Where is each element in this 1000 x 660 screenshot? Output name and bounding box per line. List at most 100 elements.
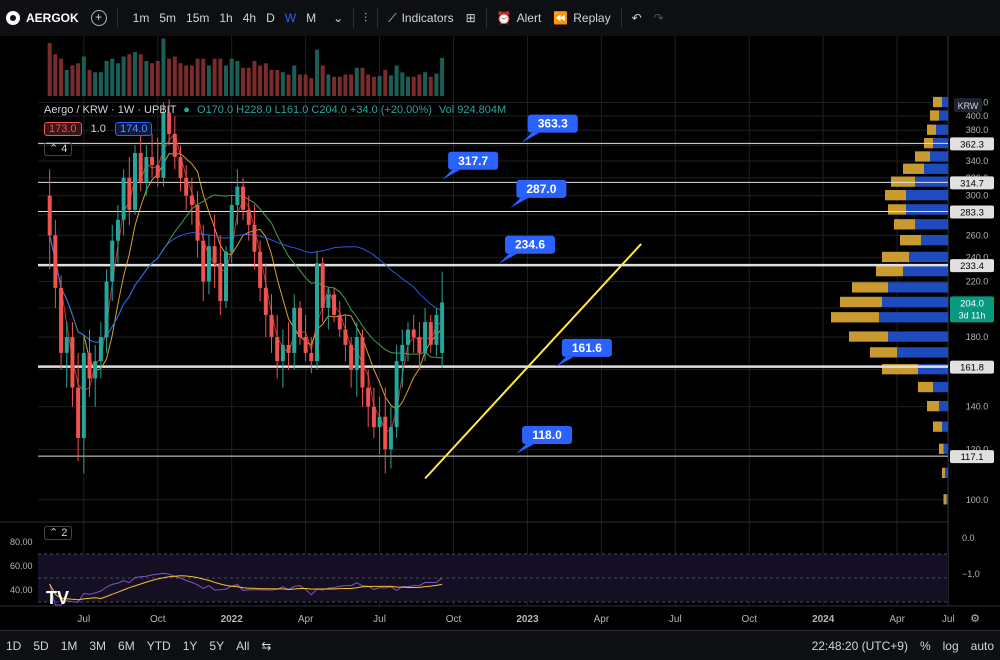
range-all[interactable]: All: [236, 638, 250, 653]
volume-bar: [303, 74, 308, 96]
ma-short-line: [49, 153, 443, 411]
alert-button[interactable]: ⏰ Alert: [491, 0, 548, 36]
timeframe-4h[interactable]: 4h: [242, 11, 257, 25]
indicator-collapse[interactable]: ⌃ 4: [44, 142, 73, 156]
range-3m[interactable]: 3M: [89, 638, 107, 653]
profile-up-bar: [946, 494, 948, 505]
price-tick: 260.0: [966, 230, 989, 240]
profile-up-bar: [936, 124, 948, 135]
volume-bar: [320, 65, 325, 96]
trendline[interactable]: [424, 243, 642, 480]
volume-bar: [70, 65, 75, 96]
time-tick: Oct: [446, 614, 462, 625]
timeframe-dropdown[interactable]: ⌄: [327, 0, 349, 36]
price-label-badge: [950, 205, 994, 219]
candle-body: [360, 337, 365, 388]
candle-body: [428, 322, 433, 345]
range-1d[interactable]: 1D: [6, 638, 22, 653]
rsi-collapse[interactable]: ⌃ 2: [44, 526, 73, 540]
profile-up-bar: [906, 204, 948, 215]
price-chart[interactable]: 2B 363.3 317.7 287.0 234.6 161.6 118.0 100.0 1…: [0, 36, 1000, 630]
templates-button[interactable]: ⊞: [460, 0, 482, 36]
volume-bar: [87, 70, 92, 96]
profile-up-bar: [942, 421, 948, 432]
callout-287.0[interactable]: 287.0: [510, 179, 567, 208]
candle-body: [349, 344, 354, 370]
callout-363.3[interactable]: 363.3: [521, 114, 578, 143]
volume-bar: [155, 61, 160, 96]
time-tick: Oct: [741, 614, 757, 625]
symbol-selector[interactable]: AERGOK: [0, 0, 85, 36]
bottom-toolbar: 1D 5D 1M 3M 6M YTD 1Y 5Y All ⇆ 22:48:20 (UTC+9) …: [0, 630, 1000, 660]
callout-234.6[interactable]: 234.6: [499, 235, 555, 264]
range-1m[interactable]: 1M: [60, 638, 78, 653]
tradingview-logo-icon: TV: [46, 588, 69, 608]
volume-bar: [366, 74, 371, 96]
timeframe-1h[interactable]: 1h: [219, 11, 233, 25]
volume-bar: [64, 70, 69, 96]
timeframe-w[interactable]: W: [284, 11, 297, 25]
volume-bars: 2B: [47, 38, 967, 96]
support-trendline[interactable]: [424, 243, 642, 480]
price-tick: 220.0: [966, 277, 989, 287]
candle-body: [400, 344, 405, 362]
callout-317.7[interactable]: 317.7: [442, 151, 499, 180]
timeframe-d[interactable]: D: [266, 11, 275, 25]
clock[interactable]: 22:48:20 (UTC+9): [811, 638, 908, 653]
profile-down-bar: [903, 163, 924, 174]
callout-118.0[interactable]: 118.0: [516, 425, 573, 454]
undo-button[interactable]: ↶: [626, 0, 648, 36]
range-ytd[interactable]: YTD: [146, 638, 171, 653]
chevron-down-icon: ⌄: [333, 11, 344, 25]
volume-bar: [127, 54, 132, 96]
sell-box[interactable]: 173.0: [44, 122, 82, 136]
profile-up-bar: [879, 312, 948, 323]
volume-bar: [241, 67, 246, 96]
alert-label: Alert: [516, 11, 542, 25]
profile-down-bar: [918, 381, 933, 393]
time-axis[interactable]: Jul Oct 2022 Apr Jul Oct 2023 Apr Jul Oct 2024 Apr J…: [0, 605, 1000, 625]
chart-type-button[interactable]: ⫶: [358, 0, 373, 36]
auto-toggle[interactable]: auto: [970, 638, 994, 653]
volume-bar: [337, 76, 342, 96]
timeframe-1m[interactable]: 1m: [132, 11, 150, 25]
date-range-icon[interactable]: ⇆: [261, 638, 272, 653]
range-5d[interactable]: 5D: [33, 638, 49, 653]
candle-body: [127, 177, 132, 210]
timeframe-15m[interactable]: 15m: [186, 11, 210, 25]
price-axis[interactable]: 100.0120.0140.0160.0180.0200.0220.0240.0…: [949, 36, 1000, 606]
range-5y[interactable]: 5Y: [209, 638, 225, 653]
candle-body: [406, 329, 410, 345]
candle-body: [332, 294, 337, 315]
candle-body: [121, 177, 126, 220]
price-label-text: 117.1: [960, 452, 983, 463]
callout-box: [516, 179, 567, 198]
indicators-label: Indicators: [401, 11, 454, 25]
percent-toggle[interactable]: %: [919, 638, 931, 653]
range-6m[interactable]: 6M: [118, 638, 135, 653]
candle-body: [87, 352, 92, 379]
ma-fast-line: [49, 132, 443, 432]
aergo-logo-icon: [6, 11, 20, 25]
callout-161.6[interactable]: 161.6: [555, 338, 612, 367]
candle-body: [115, 219, 120, 241]
axis-settings-icon[interactable]: ⚙: [970, 613, 980, 625]
price-tick: 400.0: [966, 111, 989, 121]
candle-body: [297, 307, 302, 338]
log-toggle[interactable]: log: [942, 638, 959, 653]
timeframe-m[interactable]: M: [306, 11, 317, 25]
profile-up-bar: [888, 331, 948, 342]
replay-button[interactable]: ⏪ Replay: [547, 0, 616, 36]
compare-button[interactable]: +: [85, 0, 113, 36]
redo-button[interactable]: ↷: [648, 0, 670, 36]
volume-bar: [371, 76, 376, 96]
buy-box[interactable]: 174.0: [114, 122, 153, 136]
timeframe-5m[interactable]: 5m: [159, 11, 177, 25]
range-1y[interactable]: 1Y: [182, 638, 198, 653]
profile-up-bar: [906, 190, 948, 201]
indicators-button[interactable]: ⟋ Indicators: [382, 0, 459, 36]
candle-body: [275, 337, 280, 362]
candle-body: [167, 112, 172, 134]
currency-badge[interactable]: [954, 98, 982, 112]
profile-down-bar: [900, 235, 921, 246]
